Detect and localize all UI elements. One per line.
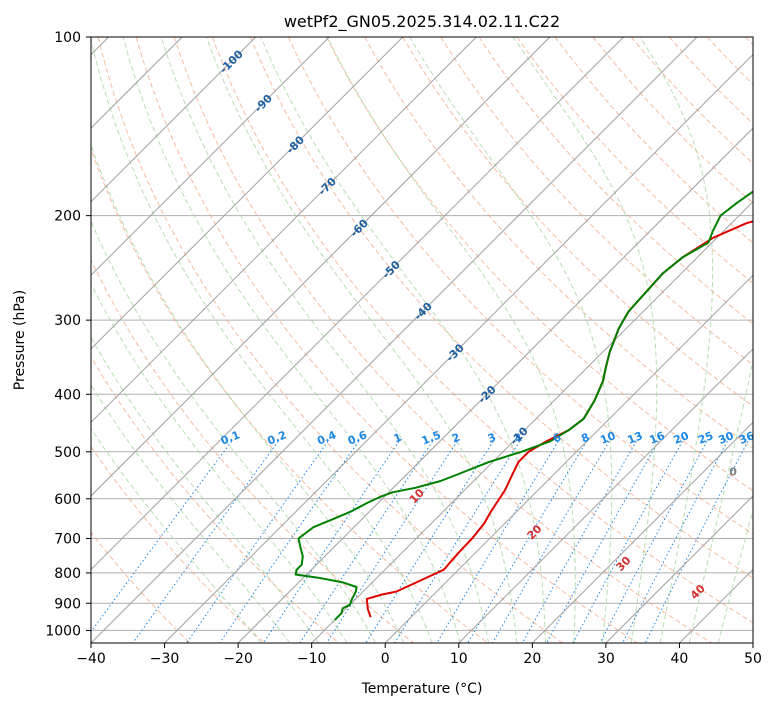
- x-axis-label: Temperature (°C): [361, 681, 483, 697]
- x-tick-label: 0: [381, 651, 390, 667]
- mixing-ratio-label: 8: [579, 431, 591, 446]
- mixing-ratio-label: 25: [696, 429, 715, 447]
- x-tick-label: −40: [76, 651, 106, 667]
- x-tick-label: 40: [671, 651, 689, 667]
- mixing-ratio-line: [436, 441, 559, 643]
- moist-adiabat-line: [91, 336, 319, 643]
- pressure-gridlines: [91, 37, 753, 631]
- mixing-ratio-line: [132, 441, 279, 643]
- dry-adiabat-line: [135, 37, 638, 643]
- mixing-ratio-line: [492, 441, 610, 643]
- mixing-ratio-line: [622, 441, 728, 643]
- isotherm-line: [91, 37, 257, 203]
- y-tick-label: 900: [54, 596, 81, 612]
- moist-adiabat-line: [122, 37, 461, 643]
- x-tick-label: 30: [597, 651, 615, 667]
- dry-adiabat-line: [91, 445, 265, 643]
- y-tick-label: 600: [54, 492, 81, 508]
- moist-adiabat-line: [91, 143, 405, 643]
- isotherm-line: [91, 37, 477, 424]
- dry-adiabat-line: [91, 355, 340, 643]
- isotherms: [91, 37, 753, 643]
- mixing-ratio-line: [599, 441, 708, 643]
- plot-frame: [90, 36, 754, 644]
- mixing-ratio-line: [186, 441, 329, 643]
- dry-adiabat-line: [173, 37, 713, 643]
- mixing-ratio-label: 3: [486, 431, 498, 446]
- dry-adiabat-line: [402, 37, 753, 407]
- dry-adiabat-line: [288, 37, 753, 535]
- isotherm-line: [237, 127, 753, 643]
- y-tick-label: 1000: [45, 623, 81, 639]
- dry-adiabat-label: 0: [729, 466, 737, 479]
- x-tick-label: −30: [150, 651, 180, 667]
- isotherm-line: [91, 37, 624, 571]
- moist-adiabat-line: [91, 384, 291, 643]
- mixing-ratio-label: 10: [598, 429, 617, 447]
- moist-adiabat-line: [717, 508, 753, 643]
- chart-title: wetPf2_GN05.2025.314.02.11.C22: [284, 12, 560, 32]
- y-tick-label: 500: [54, 445, 81, 461]
- mixing-ratio-line: [299, 441, 434, 643]
- moist-adiabat-line: [91, 282, 348, 643]
- y-tick-label: 200: [54, 209, 81, 225]
- dewpoint-profile-line: [294, 190, 753, 621]
- mixing-ratio-label: 36: [737, 429, 756, 447]
- isotherm-line: [91, 37, 404, 350]
- mixing-ratio-label: 1: [392, 431, 404, 446]
- x-tick-label: 20: [523, 651, 541, 667]
- isotherm-line: [91, 37, 330, 276]
- dry-adiabat-line: [516, 37, 753, 284]
- isotherm-line: [91, 37, 551, 497]
- dry-adiabat-line: [249, 37, 753, 579]
- y-tick-label: 100: [54, 30, 81, 46]
- mixing-ratio-line: [572, 441, 683, 643]
- y-tick-label: 300: [54, 313, 81, 329]
- isotherm-line: [91, 37, 698, 643]
- mixing-ratio-line: [91, 440, 233, 633]
- moist-adiabat-line: [91, 427, 262, 643]
- mixing-ratio-label: 20: [672, 429, 691, 447]
- y-axis-label: Pressure (hPa): [12, 290, 28, 390]
- x-tick-label: 50: [744, 651, 762, 667]
- moist-adiabat-line: [512, 37, 658, 643]
- moist-adiabat-line: [160, 37, 489, 643]
- dry-adiabat-line: [440, 37, 753, 366]
- isotherm-line: [458, 348, 753, 643]
- dry-adiabat-line: [554, 37, 753, 244]
- isotherm-line: [164, 53, 753, 643]
- moist-adiabat-line: [409, 37, 613, 643]
- moist-adiabat-line: [205, 37, 518, 643]
- y-tick-label: 400: [54, 387, 81, 403]
- x-tick-label: −20: [223, 651, 253, 667]
- moist-adiabat-line: [639, 37, 714, 643]
- y-tick-label: 700: [54, 532, 81, 548]
- x-tick-label: −10: [297, 651, 327, 667]
- y-tick-label: 800: [54, 566, 81, 582]
- mixing-ratio-line: [644, 441, 749, 643]
- mixing-ratio-line: [219, 441, 360, 643]
- mixing-ratio-label: 2: [450, 431, 462, 446]
- dry-adiabat-line: [97, 37, 563, 643]
- moist-adiabat-line: [688, 358, 753, 643]
- moist-adiabat-line: [260, 37, 546, 643]
- dry-adiabat-line: [630, 37, 753, 164]
- dry-adiabat-line: [211, 37, 753, 624]
- mixing-ratio-line: [263, 441, 400, 643]
- isotherm-line: [531, 421, 753, 643]
- mixing-ratio-label: 16: [648, 429, 667, 447]
- mixing-ratio-label: 13: [626, 429, 645, 447]
- axis-ticks: −40 −30 −20 −10 0 10 20 30 40 5010020030040050060…: [45, 30, 762, 667]
- x-tick-label: 10: [450, 651, 468, 667]
- profile-series: [294, 190, 753, 621]
- isotherm-line: [605, 495, 753, 643]
- isotherm-line: [384, 274, 753, 643]
- moist-adiabat-line: [91, 38, 433, 643]
- mixing-ratio-label: 30: [717, 429, 736, 447]
